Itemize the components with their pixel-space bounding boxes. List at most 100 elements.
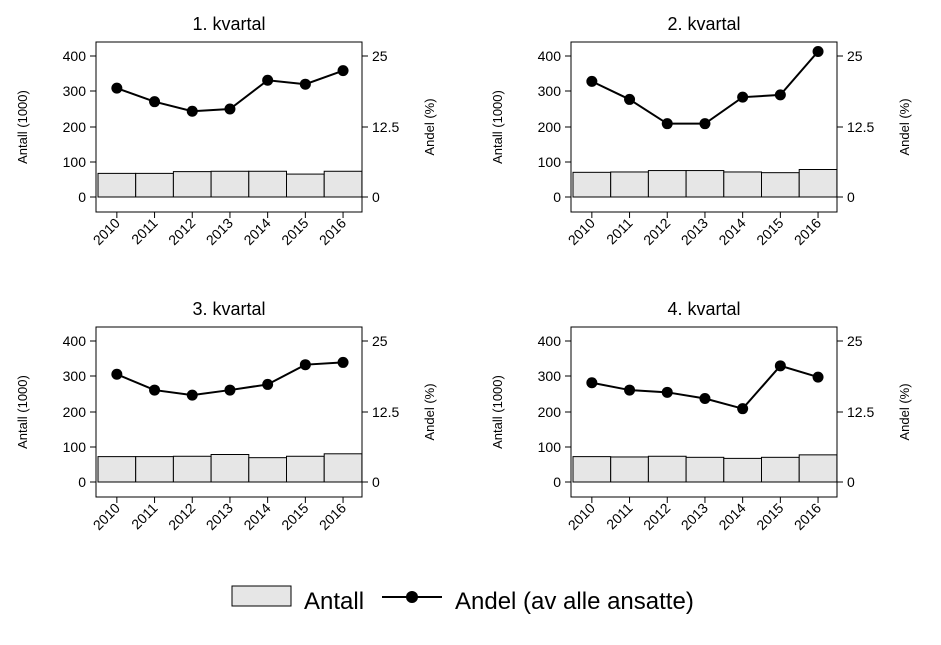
left-tick-label: 400 xyxy=(538,48,562,64)
y-axis-left-label: Antall (1000) xyxy=(490,90,505,164)
legend-line-label: Andel (av alle ansatte) xyxy=(455,588,694,615)
x-tick-label: 2015 xyxy=(753,500,786,533)
x-tick-label: 2010 xyxy=(90,215,123,248)
andel-point-2012 xyxy=(661,118,673,130)
left-tick-label: 0 xyxy=(553,474,561,490)
bar-2010 xyxy=(572,171,612,198)
x-tick-label: 2013 xyxy=(678,215,711,248)
bar-2013 xyxy=(685,170,725,198)
y-axis-left-label: Antall (1000) xyxy=(15,90,30,164)
andel-point-2013 xyxy=(699,393,711,405)
andel-point-2014 xyxy=(737,91,749,103)
andel-point-2013 xyxy=(224,384,236,396)
andel-point-2011 xyxy=(624,93,636,105)
x-tick-label: 2011 xyxy=(603,500,636,533)
andel-point-2013 xyxy=(699,118,711,130)
bar-2013 xyxy=(685,456,725,483)
left-tick-label: 0 xyxy=(78,474,86,490)
andel-point-2010 xyxy=(111,368,123,380)
x-tick-label: 2011 xyxy=(128,215,161,248)
chart-title: 2. kvartal xyxy=(667,14,740,34)
y-axis-right-label: Andel (%) xyxy=(422,98,437,155)
x-tick-label: 2013 xyxy=(678,500,711,533)
bar-2015 xyxy=(286,173,325,198)
andel-point-2012 xyxy=(186,389,198,401)
x-tick-label: 2011 xyxy=(128,500,161,533)
andel-point-2014 xyxy=(262,378,274,390)
x-tick-label: 2010 xyxy=(565,215,598,248)
right-tick-label: 12.5 xyxy=(372,119,399,135)
left-tick-label: 200 xyxy=(63,119,87,135)
andel-point-2010 xyxy=(111,82,123,94)
bar-2014 xyxy=(248,170,288,198)
legend-line-marker xyxy=(406,591,418,603)
legend: Antall Andel (av alle ansatte) xyxy=(231,585,694,615)
left-tick-label: 300 xyxy=(538,368,562,384)
chart-panel-4: 4. kvartal 0 100 200 300 400 0 12.5 25 Antall (10… xyxy=(490,299,912,533)
right-tick-label: 25 xyxy=(372,48,388,64)
x-tick-label: 2015 xyxy=(753,215,786,248)
left-tick-label: 400 xyxy=(63,333,87,349)
bar-2016 xyxy=(323,453,363,483)
bar-2012 xyxy=(647,170,687,198)
bar-2016 xyxy=(323,170,363,198)
left-tick-label: 200 xyxy=(538,404,562,420)
x-tick-label: 2016 xyxy=(316,500,349,533)
andel-point-2016 xyxy=(812,371,824,383)
left-tick-label: 400 xyxy=(538,333,562,349)
chart-panel-2: 2. kvartal 0 100 200 300 400 0 12.5 25 Antall (10… xyxy=(490,14,912,248)
bar-2012 xyxy=(172,171,212,198)
x-tick-label: 2014 xyxy=(240,215,273,248)
x-tick-label: 2015 xyxy=(278,500,311,533)
left-tick-label: 100 xyxy=(538,154,562,170)
x-tick-label: 2014 xyxy=(715,500,748,533)
andel-point-2012 xyxy=(186,105,198,117)
bar-2010 xyxy=(572,456,612,483)
andel-point-2015 xyxy=(774,360,786,372)
andel-point-2011 xyxy=(149,384,161,396)
left-tick-label: 400 xyxy=(63,48,87,64)
y-axis-right-label: Andel (%) xyxy=(897,98,912,155)
y-axis-left-label: Antall (1000) xyxy=(490,375,505,449)
bar-2012 xyxy=(172,455,212,483)
right-tick-label: 12.5 xyxy=(847,119,874,135)
left-tick-label: 100 xyxy=(63,154,87,170)
y-axis-right-label: Andel (%) xyxy=(422,383,437,440)
andel-point-2010 xyxy=(586,377,598,389)
left-tick-label: 300 xyxy=(538,83,562,99)
andel-point-2014 xyxy=(262,74,274,86)
left-tick-label: 200 xyxy=(63,404,87,420)
x-tick-label: 2013 xyxy=(203,215,236,248)
right-tick-label: 0 xyxy=(847,474,855,490)
andel-point-2015 xyxy=(299,78,311,90)
left-tick-label: 100 xyxy=(538,439,562,455)
right-tick-label: 0 xyxy=(372,474,380,490)
left-tick-label: 100 xyxy=(63,439,87,455)
andel-point-2011 xyxy=(149,96,161,108)
legend-bar-swatch xyxy=(231,585,292,607)
andel-point-2016 xyxy=(337,356,349,368)
chart-panel-3: 3. kvartal 0 100 200 300 400 0 12.5 25 Antall (10… xyxy=(15,299,437,533)
right-tick-label: 12.5 xyxy=(372,404,399,420)
left-tick-label: 0 xyxy=(553,189,561,205)
x-tick-label: 2016 xyxy=(791,215,824,248)
andel-point-2015 xyxy=(299,359,311,371)
x-tick-label: 2012 xyxy=(640,500,673,533)
andel-point-2013 xyxy=(224,103,236,115)
right-tick-label: 25 xyxy=(847,48,863,64)
left-tick-label: 200 xyxy=(538,119,562,135)
bar-2010 xyxy=(97,172,137,198)
right-tick-label: 12.5 xyxy=(847,404,874,420)
bar-2013 xyxy=(210,170,250,198)
left-tick-label: 300 xyxy=(63,368,87,384)
y-axis-right-label: Andel (%) xyxy=(897,383,912,440)
bar-2011 xyxy=(135,172,174,198)
x-tick-label: 2010 xyxy=(90,500,123,533)
left-tick-label: 300 xyxy=(63,83,87,99)
chart-title: 4. kvartal xyxy=(667,299,740,319)
x-tick-label: 2014 xyxy=(715,215,748,248)
bar-2011 xyxy=(610,171,649,198)
x-tick-label: 2014 xyxy=(240,500,273,533)
